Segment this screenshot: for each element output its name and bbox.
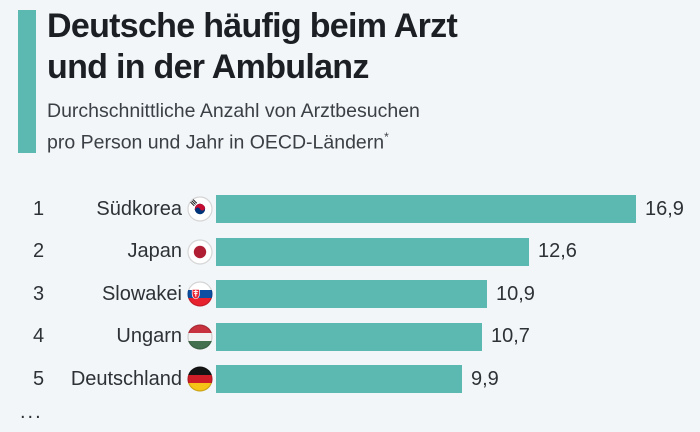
page-subtitle: Durchschnittliche Anzahl von Arztbesuche… [47, 98, 677, 156]
chart-row: 5 Deutschland 9,9 [0, 358, 700, 401]
country-label: Südkorea [96, 197, 182, 220]
country-label: Deutschland [70, 367, 182, 390]
rank-label: 5 [33, 367, 45, 390]
value-label: 16,9 [645, 197, 684, 220]
flag-hungary-icon [187, 324, 213, 350]
chart-row: 2 Japan 12,6 [0, 231, 700, 274]
footnote-asterisk: * [384, 130, 389, 144]
flag-germany-icon [187, 366, 213, 392]
chart-rows: 1 Südkorea 16,9 2 Japan 12,6 3 Slowakei … [0, 188, 700, 401]
value-bar [216, 322, 482, 351]
page-subtitle-line2: pro Person und Jahr in OECD-Ländern [47, 131, 385, 154]
value-bar [216, 280, 487, 309]
page-subtitle-line1: Durchschnittliche Anzahl von Arztbesuche… [47, 100, 420, 122]
country-label: Ungarn [116, 325, 182, 348]
chart-row: 1 Südkorea 16,9 [0, 188, 700, 231]
page-title-line1: Deutsche häufig beim Arzt [47, 7, 458, 45]
chart-row: 4 Ungarn 10,7 [0, 316, 700, 359]
value-label: 10,7 [491, 325, 530, 348]
value-label: 12,6 [538, 240, 577, 263]
rank-label: 1 [33, 197, 45, 220]
country-label: Japan [127, 240, 183, 263]
flag-south-korea-icon [187, 196, 213, 222]
rank-label: 3 [33, 282, 45, 305]
flag-japan-icon [187, 239, 213, 265]
title-accent-bar [18, 10, 36, 153]
chart-row: 3 Slowakei 10,9 [0, 273, 700, 316]
header: Deutsche häufig beim Arzt und in der Ambu… [47, 6, 677, 156]
value-bar [216, 237, 529, 266]
country-label: Slowakei [101, 282, 182, 305]
rank-label: 4 [33, 325, 45, 348]
value-label: 10,9 [496, 282, 535, 305]
flag-slovakia-icon [187, 281, 213, 307]
page-title: Deutsche häufig beim Arzt und in der Ambu… [47, 6, 677, 88]
value-label: 9,9 [471, 367, 499, 390]
value-bar [216, 365, 462, 394]
rank-label: 2 [33, 240, 45, 263]
page-title-line2: und in der Ambulanz [47, 48, 369, 86]
truncation-ellipsis: ... [20, 401, 43, 423]
value-bar [216, 195, 636, 224]
